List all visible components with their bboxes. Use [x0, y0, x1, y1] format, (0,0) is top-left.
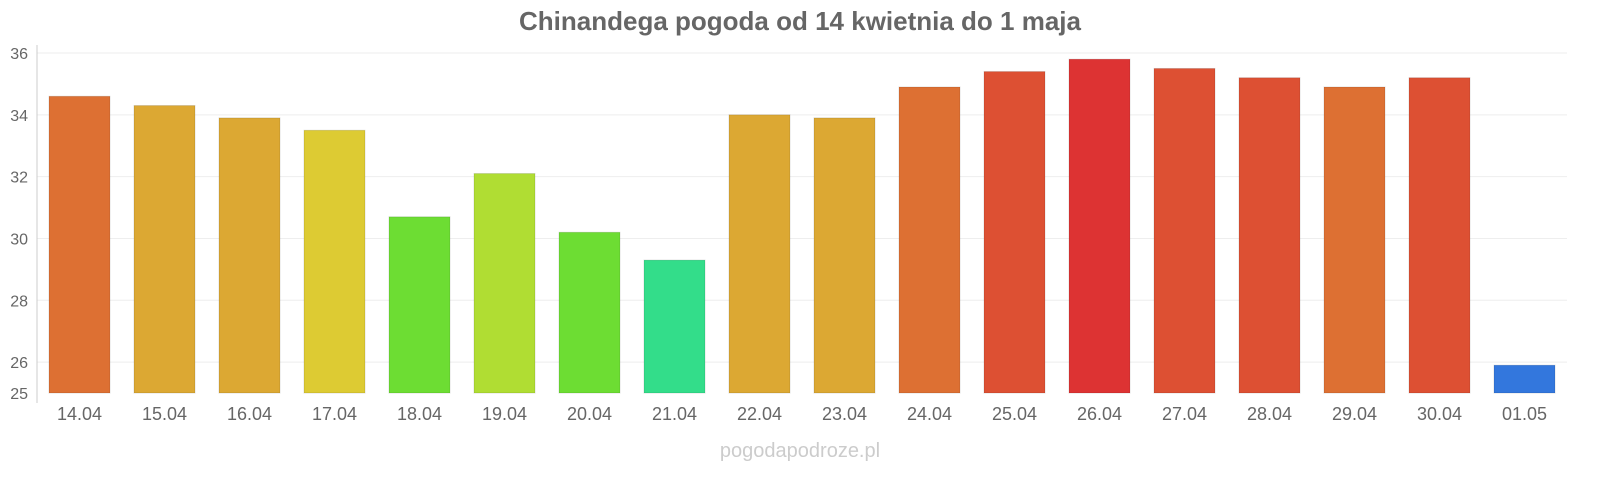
x-tick-label: 15.04: [142, 404, 187, 424]
x-tick-label: 27.04: [1162, 404, 1207, 424]
bar: [983, 71, 1046, 394]
x-tick-label: 26.04: [1077, 404, 1122, 424]
x-tick-label: 16.04: [227, 404, 272, 424]
bar: [728, 114, 791, 394]
bar: [813, 117, 876, 394]
y-tick-label: 32: [10, 170, 28, 187]
x-tick-label: 01.05: [1502, 404, 1547, 424]
x-tick-label: 23.04: [822, 404, 867, 424]
bar: [133, 105, 196, 394]
y-tick-label: 36: [10, 46, 28, 63]
bar: [898, 86, 961, 394]
x-tick-label: 22.04: [737, 404, 782, 424]
bar: [1493, 364, 1556, 394]
watermark: pogodapodroze.pl: [719, 440, 881, 462]
y-tick-label: 26: [10, 355, 28, 372]
y-tick-label: 25: [10, 386, 28, 403]
x-tick-label: 20.04: [567, 404, 612, 424]
bar: [218, 117, 281, 394]
x-tick-label: 28.04: [1247, 404, 1292, 424]
x-tick-label: 17.04: [312, 404, 357, 424]
bar: [1153, 67, 1216, 394]
bar: [558, 231, 621, 394]
x-tick-label: 18.04: [397, 404, 442, 424]
bar: [643, 259, 706, 394]
bar: [473, 173, 536, 394]
x-tick-label: 19.04: [482, 404, 527, 424]
x-tick-label: 14.04: [57, 404, 102, 424]
y-tick-label: 28: [10, 293, 28, 310]
bar: [1068, 58, 1131, 394]
x-tick-label: 25.04: [992, 404, 1037, 424]
bar: [1238, 77, 1301, 394]
bar: [1323, 86, 1386, 394]
chart-title: Chinandega pogoda od 14 kwietnia do 1 ma…: [519, 6, 1081, 36]
bar: [1408, 77, 1471, 394]
bar: [388, 216, 451, 394]
bar: [48, 95, 111, 394]
x-tick-label: 21.04: [652, 404, 697, 424]
y-tick-label: 30: [10, 231, 28, 248]
x-tick-label: 29.04: [1332, 404, 1377, 424]
x-tick-label: 24.04: [907, 404, 952, 424]
bar: [303, 129, 366, 394]
y-tick-label: 34: [10, 108, 28, 125]
x-tick-label: 30.04: [1417, 404, 1462, 424]
